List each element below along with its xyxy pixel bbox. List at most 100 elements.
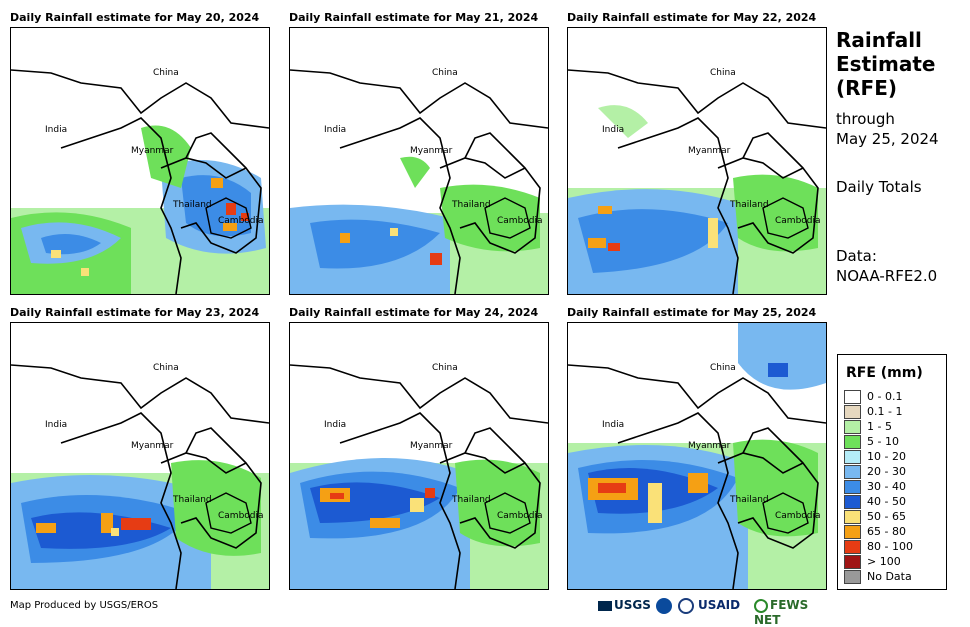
legend-swatch xyxy=(844,540,861,554)
legend-item: 10 - 20 xyxy=(844,449,906,464)
label-thailand: Thailand xyxy=(452,495,491,505)
legend-item: No Data xyxy=(844,569,912,584)
label-cambodia: Cambodia xyxy=(775,511,821,521)
label-myanmar: Myanmar xyxy=(131,146,174,156)
legend-label: 5 - 10 xyxy=(867,435,899,448)
title-line-3: (RFE) xyxy=(836,76,898,100)
label-thailand: Thailand xyxy=(452,200,491,210)
legend-label: 20 - 30 xyxy=(867,465,906,478)
country-borders xyxy=(568,364,826,589)
usaid-logo: USAID xyxy=(698,598,741,612)
label-china: China xyxy=(432,68,458,78)
legend-item: 50 - 65 xyxy=(844,509,906,524)
rainfall-map-may-25: China India Myanmar Thailand Cambodia xyxy=(567,322,827,590)
rainfall-map-may-24: China India Myanmar Thailand Cambodia xyxy=(289,322,549,590)
legend-swatch xyxy=(844,570,861,584)
rainfall-layer xyxy=(568,323,826,589)
credit-text: Map Produced by USGS/EROS xyxy=(10,600,159,611)
noaa-logo xyxy=(656,598,672,614)
legend-label: No Data xyxy=(867,570,912,583)
legend-title: RFE (mm) xyxy=(846,365,923,381)
legend-item: 65 - 80 xyxy=(844,524,906,539)
product-title: Rainfall Estimate (RFE) xyxy=(836,28,935,100)
label-china: China xyxy=(710,68,736,78)
legend-label: 40 - 50 xyxy=(867,495,906,508)
label-india: India xyxy=(602,125,625,135)
label-myanmar: Myanmar xyxy=(688,441,731,451)
legend-label: 1 - 5 xyxy=(867,420,892,433)
usgs-wave-icon xyxy=(598,600,612,611)
country-borders xyxy=(290,69,548,294)
rainfall-layer xyxy=(290,458,548,589)
rainfall-layer xyxy=(568,105,826,294)
label-cambodia: Cambodia xyxy=(775,216,821,226)
country-borders xyxy=(568,69,826,294)
fews-logo: FEWS NET xyxy=(754,598,809,627)
usaid-seal xyxy=(678,598,694,614)
label-cambodia: Cambodia xyxy=(218,216,264,226)
label-cambodia: Cambodia xyxy=(218,511,264,521)
label-cambodia: Cambodia xyxy=(497,511,543,521)
rainfall-map-may-22: China India Myanmar Thailand Cambodia xyxy=(567,27,827,295)
legend-item: 80 - 100 xyxy=(844,539,913,554)
label-cambodia: Cambodia xyxy=(497,216,543,226)
legend-item: 30 - 40 xyxy=(844,479,906,494)
legend-label: 30 - 40 xyxy=(867,480,906,493)
rainfall-layer xyxy=(290,156,548,294)
legend-item: 20 - 30 xyxy=(844,464,906,479)
partner-logos: USGS USAID FEWS NET xyxy=(598,596,828,627)
legend-swatch xyxy=(844,390,861,404)
usgs-logo: USGS xyxy=(598,598,651,612)
label-india: India xyxy=(324,125,347,135)
label-india: India xyxy=(602,420,625,430)
label-china: China xyxy=(432,363,458,373)
data-label: Data: xyxy=(836,247,877,265)
through-date: May 25, 2024 xyxy=(836,130,939,148)
fews-globe-icon xyxy=(754,598,768,613)
title-line-1: Rainfall xyxy=(836,28,922,52)
label-myanmar: Myanmar xyxy=(131,441,174,451)
legend-swatch xyxy=(844,420,861,434)
label-china: China xyxy=(710,363,736,373)
label-thailand: Thailand xyxy=(730,200,769,210)
legend-item: 40 - 50 xyxy=(844,494,906,509)
legend-label: 10 - 20 xyxy=(867,450,906,463)
legend-label: 0.1 - 1 xyxy=(867,405,903,418)
panel-title: Daily Rainfall estimate for May 21, 2024 xyxy=(289,11,539,24)
label-thailand: Thailand xyxy=(173,200,212,210)
legend-label: 0 - 0.1 xyxy=(867,390,903,403)
legend-label: > 100 xyxy=(867,555,901,568)
legend-item: 0 - 0.1 xyxy=(844,389,902,404)
label-myanmar: Myanmar xyxy=(410,441,453,451)
label-thailand: Thailand xyxy=(173,495,212,505)
legend-item: 0.1 - 1 xyxy=(844,404,902,419)
legend-label: 80 - 100 xyxy=(867,540,913,553)
panel-title: Daily Rainfall estimate for May 24, 2024 xyxy=(289,306,539,319)
through-label: through xyxy=(836,110,895,128)
label-india: India xyxy=(45,420,68,430)
legend-label: 65 - 80 xyxy=(867,525,906,538)
legend-item: 1 - 5 xyxy=(844,419,892,434)
totals-label: Daily Totals xyxy=(836,178,922,196)
data-source: NOAA-RFE2.0 xyxy=(836,267,938,285)
label-china: China xyxy=(153,68,179,78)
legend-swatch xyxy=(844,510,861,524)
rainfall-map-may-23: China India Myanmar Thailand Cambodia xyxy=(10,322,270,590)
legend-swatch xyxy=(844,450,861,464)
label-china: China xyxy=(153,363,179,373)
rainfall-map-may-20: China India Myanmar Thailand Cambodia xyxy=(10,27,270,295)
legend-swatch xyxy=(844,480,861,494)
panel-title: Daily Rainfall estimate for May 22, 2024 xyxy=(567,11,817,24)
legend-item: > 100 xyxy=(844,554,901,569)
label-myanmar: Myanmar xyxy=(688,146,731,156)
legend-swatch xyxy=(844,525,861,539)
label-india: India xyxy=(324,420,347,430)
legend-label: 50 - 65 xyxy=(867,510,906,523)
label-india: India xyxy=(45,125,68,135)
rainfall-map-may-21: China India Myanmar Thailand Cambodia xyxy=(289,27,549,295)
label-myanmar: Myanmar xyxy=(410,146,453,156)
legend-item: 5 - 10 xyxy=(844,434,899,449)
country-borders xyxy=(11,364,269,589)
country-borders xyxy=(290,364,548,589)
panel-title: Daily Rainfall estimate for May 23, 2024 xyxy=(10,306,260,319)
